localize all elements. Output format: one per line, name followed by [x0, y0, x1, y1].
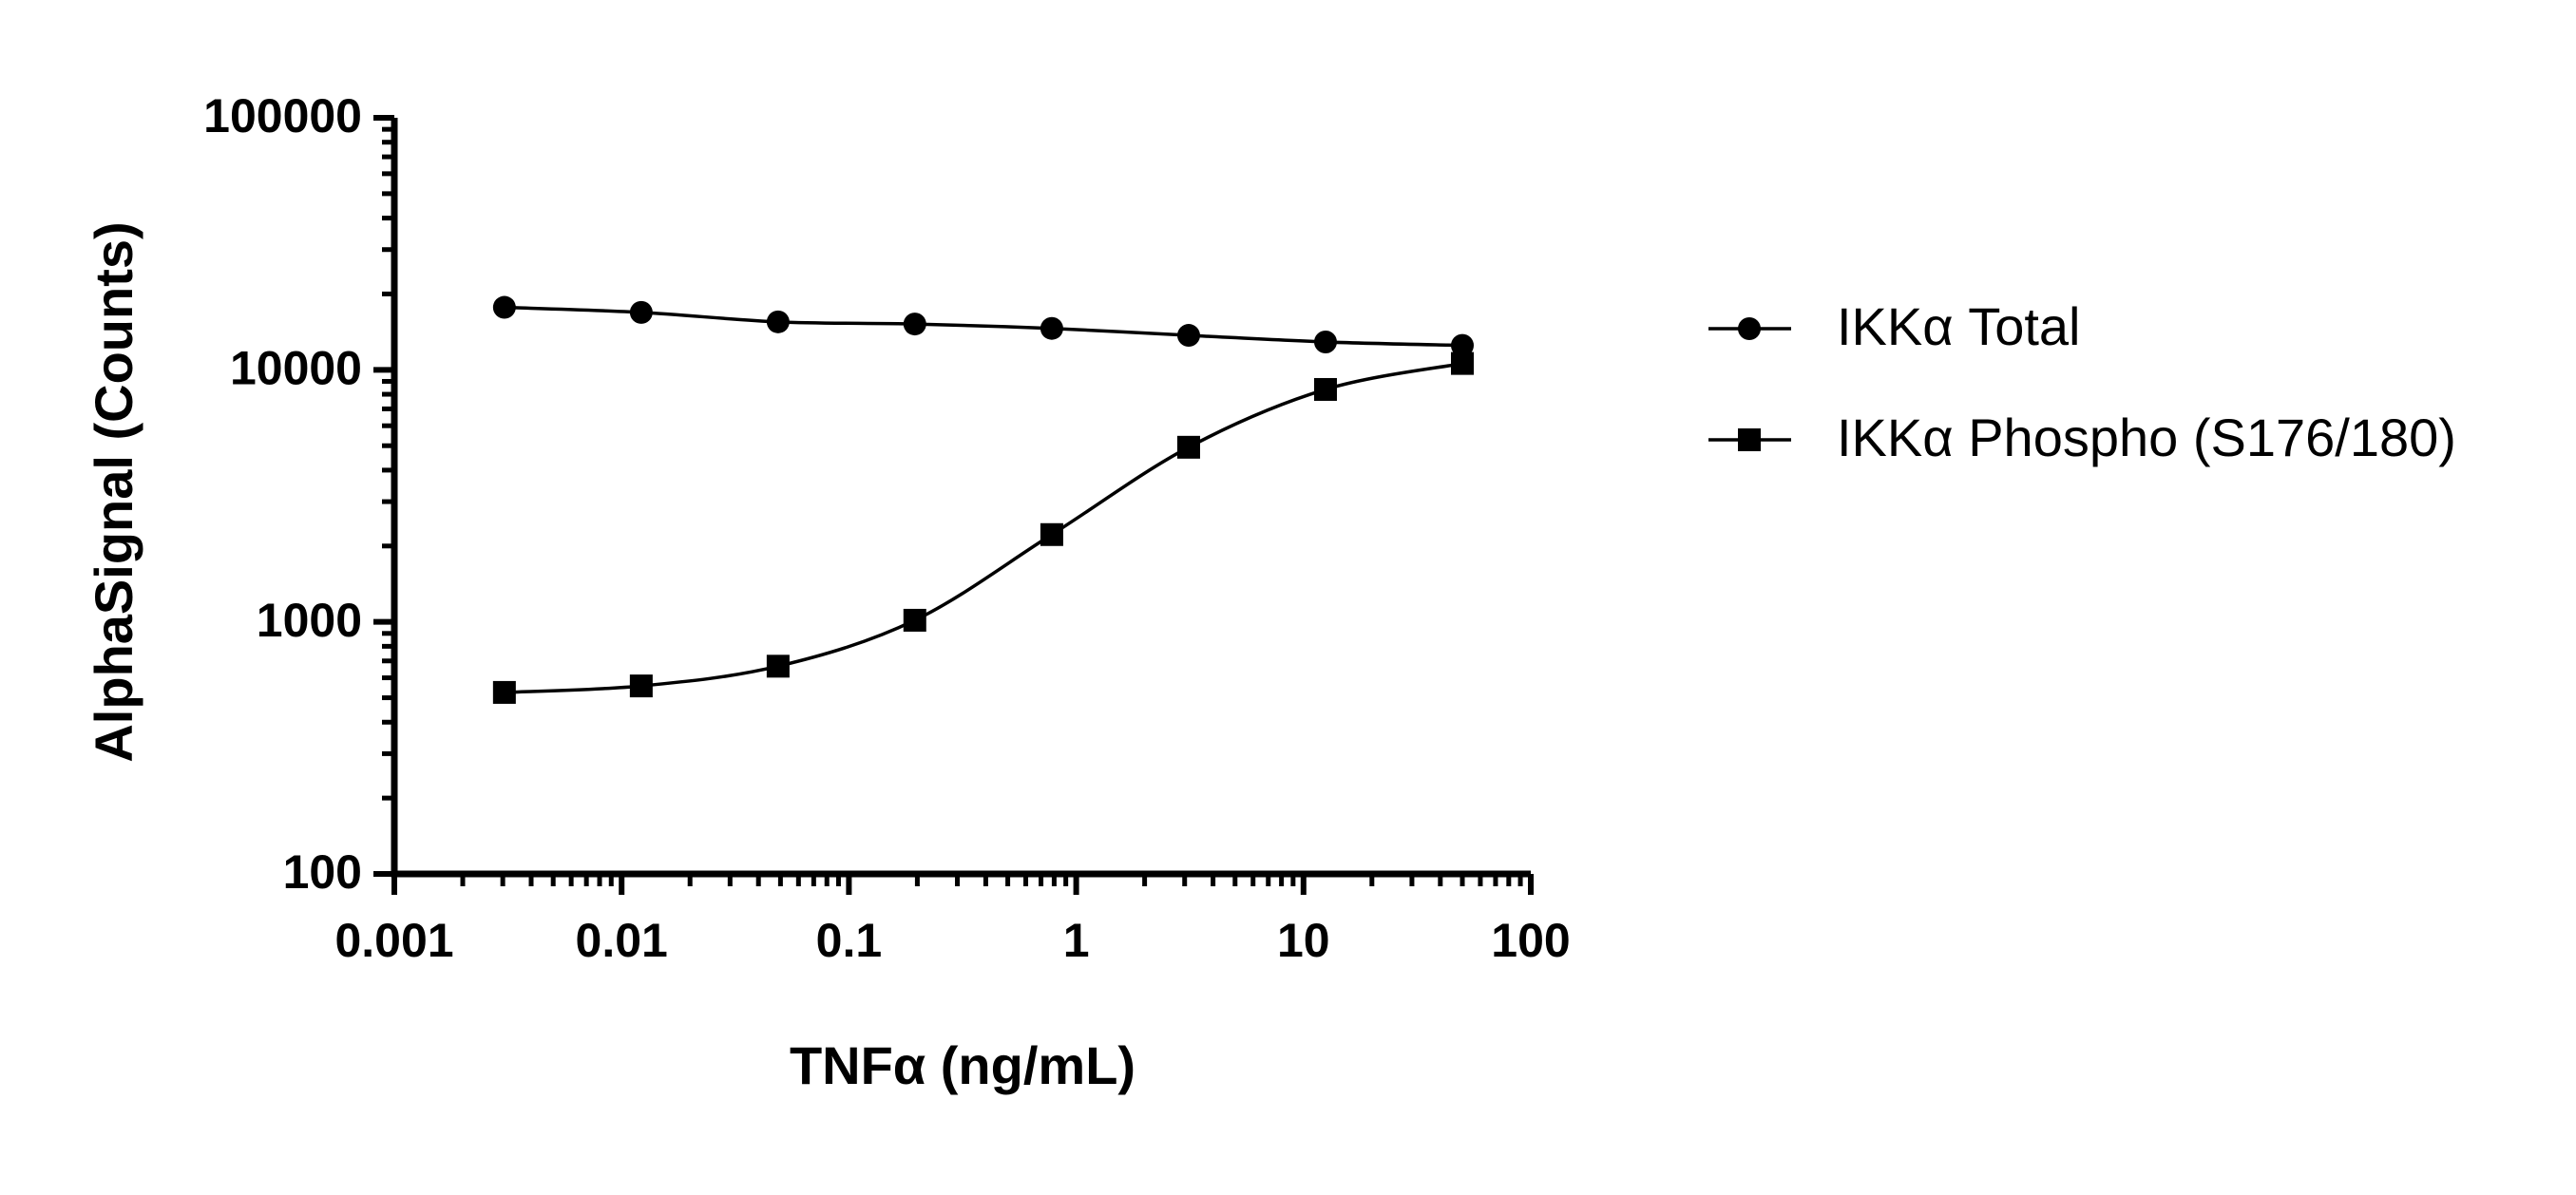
data-point [1450, 351, 1474, 375]
data-point [1176, 324, 1200, 348]
data-point [1040, 316, 1063, 340]
data-point [492, 680, 516, 704]
data-point [1450, 333, 1474, 357]
data-point [766, 654, 790, 678]
data-point [629, 300, 653, 324]
data-point [1176, 435, 1200, 459]
y-axis-title: AlphaSignal (Counts) [84, 221, 143, 762]
legend-label: IKKα Total [1837, 296, 2080, 356]
x-tick-label: 0.1 [816, 914, 883, 967]
x-tick-label: 0.001 [334, 914, 453, 967]
data-point [903, 608, 926, 632]
data-point [629, 674, 653, 698]
data-point [492, 295, 516, 319]
data-point [903, 313, 926, 336]
legend-label: IKKα Phospho (S176/180) [1837, 408, 2456, 467]
data-point [1313, 330, 1337, 353]
y-tick-label: 100 [283, 845, 362, 899]
data-point [1313, 377, 1337, 401]
legend-marker [1738, 428, 1761, 451]
y-tick-label: 10000 [230, 342, 362, 395]
data-point [766, 310, 790, 333]
x-axis-title: TNFα (ng/mL) [790, 1035, 1135, 1095]
data-point [1040, 522, 1063, 546]
series-line [504, 305, 1463, 348]
x-tick-label: 0.01 [576, 914, 668, 967]
x-tick-label: 10 [1277, 914, 1330, 967]
y-tick-label: 1000 [257, 594, 362, 647]
y-tick-label: 100000 [203, 89, 362, 142]
series-line [504, 361, 1463, 694]
x-tick-label: 100 [1491, 914, 1570, 967]
legend-marker [1738, 317, 1761, 340]
x-tick-label: 1 [1063, 914, 1090, 967]
